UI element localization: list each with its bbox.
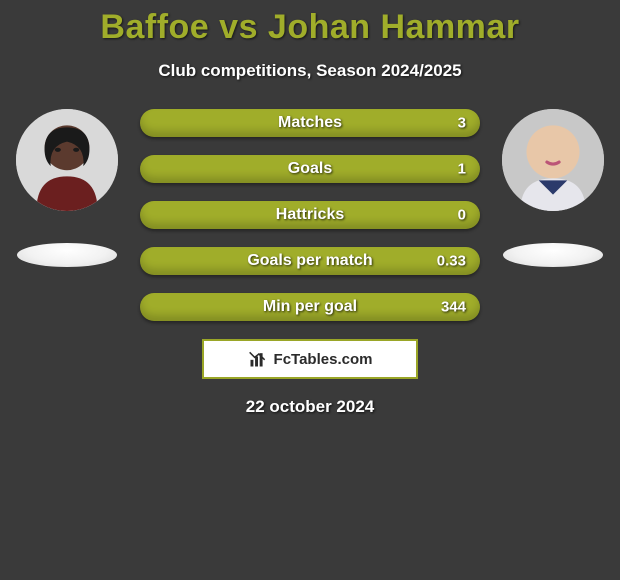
stat-bar-goals-per-match: Goals per match 0.33 [140, 247, 480, 275]
stat-bar-goals: Goals 1 [140, 155, 480, 183]
badge-text: FcTables.com [274, 351, 373, 368]
stat-bar-min-per-goal: Min per goal 344 [140, 293, 480, 321]
source-badge: FcTables.com [202, 339, 418, 379]
stat-label: Goals [288, 160, 332, 178]
avatar-placeholder-icon [16, 109, 118, 211]
avatar-placeholder-icon [502, 109, 604, 211]
player-left-avatar [16, 109, 118, 211]
player-left-chip [17, 243, 117, 267]
player-left [12, 109, 122, 267]
stat-label: Matches [278, 114, 342, 132]
player-right-chip [503, 243, 603, 267]
stat-bar-hattricks: Hattricks 0 [140, 201, 480, 229]
stat-value: 344 [441, 299, 466, 316]
date-text: 22 october 2024 [0, 397, 620, 417]
stat-label: Goals per match [247, 252, 372, 270]
player-right-avatar [502, 109, 604, 211]
bar-chart-icon [248, 349, 268, 369]
player-right [498, 109, 608, 267]
stat-value: 3 [458, 115, 466, 132]
page-title: Baffoe vs Johan Hammar [0, 8, 620, 47]
stat-value: 1 [458, 161, 466, 178]
comparison-row: Matches 3 Goals 1 Hattricks 0 Goals per … [0, 109, 620, 321]
stat-label: Hattricks [276, 206, 344, 224]
stat-value: 0 [458, 207, 466, 224]
stat-label: Min per goal [263, 298, 357, 316]
subtitle: Club competitions, Season 2024/2025 [0, 61, 620, 81]
stat-bars: Matches 3 Goals 1 Hattricks 0 Goals per … [140, 109, 480, 321]
stat-bar-matches: Matches 3 [140, 109, 480, 137]
stat-value: 0.33 [437, 253, 466, 270]
